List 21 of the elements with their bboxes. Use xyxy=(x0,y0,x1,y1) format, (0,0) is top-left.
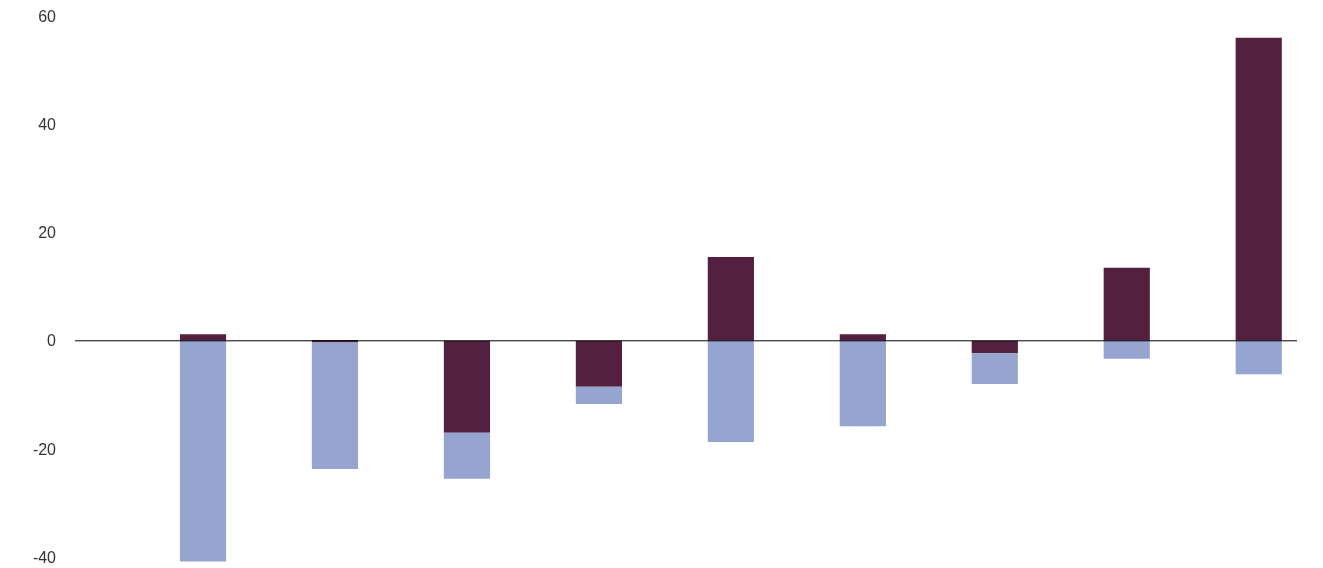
bar xyxy=(971,353,1018,385)
bar xyxy=(311,342,359,470)
bar xyxy=(1235,340,1282,375)
bar xyxy=(839,340,886,427)
y-tick-label: 0 xyxy=(47,332,57,350)
bar xyxy=(707,340,754,442)
bar xyxy=(707,256,754,341)
bar xyxy=(1235,37,1282,341)
bar xyxy=(1103,267,1150,341)
bar xyxy=(443,432,491,479)
bar xyxy=(971,340,1018,354)
bar xyxy=(443,340,491,433)
y-tick-label: 20 xyxy=(38,224,57,242)
y-tick-label: -40 xyxy=(32,548,57,566)
y-tick-label: 40 xyxy=(38,116,57,134)
bar xyxy=(1103,340,1150,359)
bar xyxy=(179,340,227,562)
y-tick-label: 60 xyxy=(38,7,57,25)
bar xyxy=(575,386,622,405)
bar xyxy=(575,340,622,387)
y-tick-label: -20 xyxy=(32,440,57,458)
